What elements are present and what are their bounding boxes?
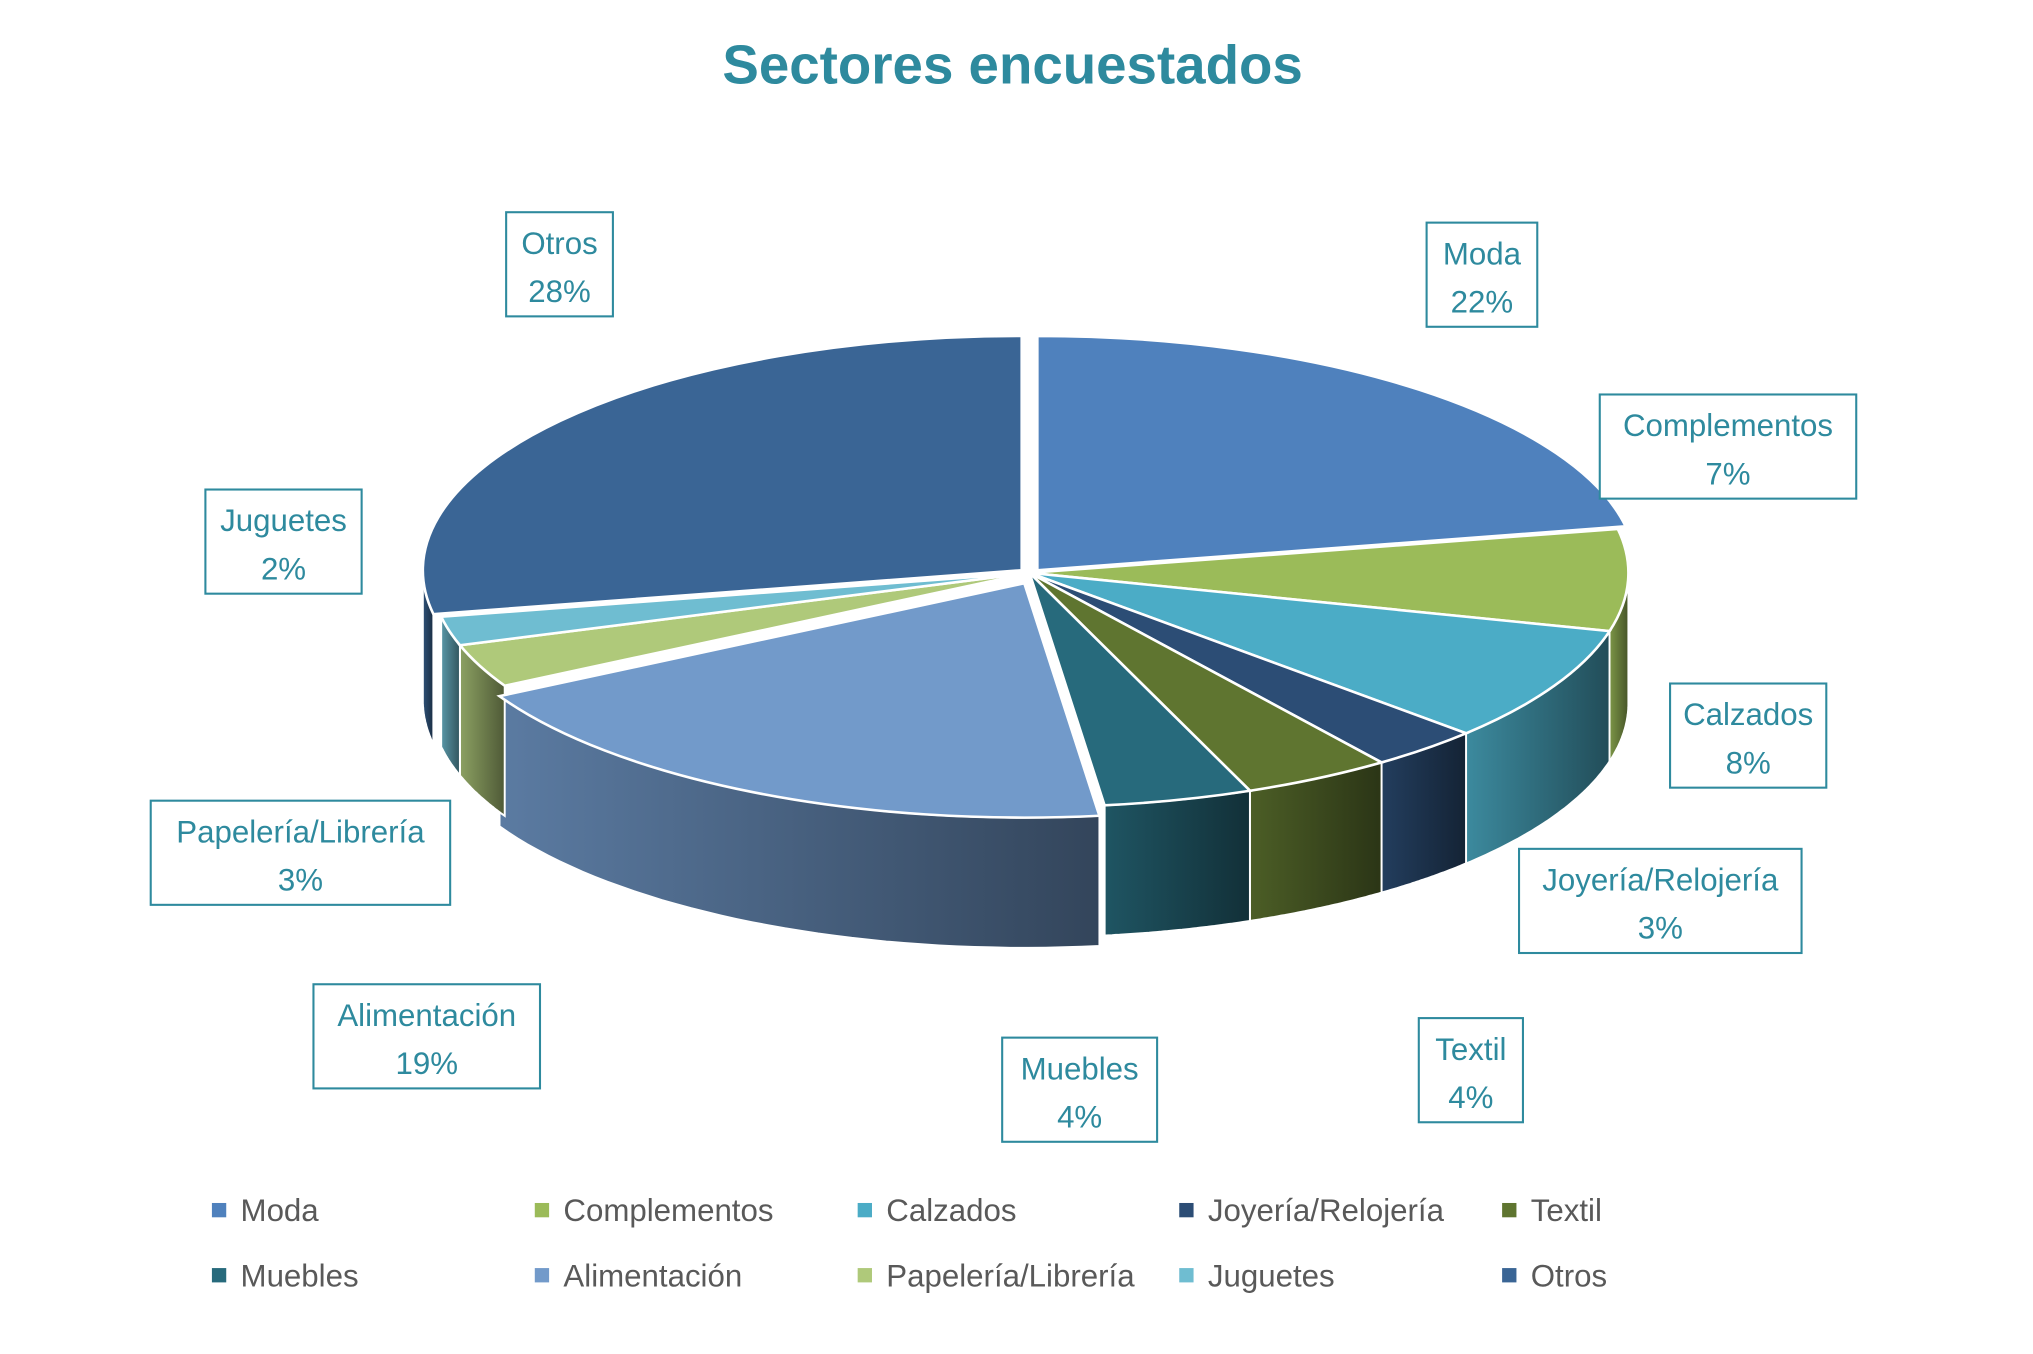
slice-moda[interactable] — [1036, 334, 1628, 572]
legend-item-papeleria-libreria[interactable]: Papelería/Librería — [857, 1258, 1136, 1293]
data-label-value: 3% — [278, 863, 323, 898]
legend-swatch — [1502, 1202, 1517, 1218]
legend-label: Joyería/Relojería — [1208, 1193, 1445, 1228]
slice-juguetes[interactable] — [439, 571, 1030, 647]
legend-label: Calzados — [886, 1193, 1016, 1228]
data-label-value: 4% — [1448, 1080, 1493, 1115]
data-label-value: 8% — [1726, 745, 1771, 780]
slice-alimentacion[interactable] — [496, 581, 1102, 819]
data-labels: Moda 22% Complementos 7% Calzados 8% Joyería/R… — [149, 211, 1858, 1143]
chart-title: Sectores encuestados — [722, 33, 1302, 95]
data-label-alimentacion: Alimentación 19% — [312, 983, 542, 1090]
data-label-category: Papelería/Librería — [176, 814, 425, 849]
data-label-joyeria-relojeria: Joyería/Relojería 3% — [1518, 847, 1803, 955]
legend-swatch — [1502, 1268, 1517, 1283]
data-label-value: 19% — [395, 1046, 458, 1081]
data-label-category: Otros — [521, 226, 597, 261]
data-label-value: 2% — [261, 551, 306, 586]
legend-swatch — [211, 1202, 227, 1218]
legend-item-moda[interactable]: Moda — [211, 1193, 320, 1228]
legend-item-calzados[interactable]: Calzados — [857, 1193, 1017, 1228]
pie-slices — [421, 334, 1630, 819]
data-label-category: Complementos — [1623, 408, 1833, 443]
legend-label: Moda — [241, 1193, 320, 1228]
data-label-category: Calzados — [1683, 697, 1813, 732]
legend-item-alimentacion[interactable]: Alimentación — [534, 1258, 742, 1293]
data-label-category: Moda — [1443, 236, 1522, 271]
data-label-category: Muebles — [1021, 1051, 1139, 1086]
legend-swatch — [534, 1268, 550, 1283]
legend-swatch — [211, 1268, 227, 1283]
data-label-juguetes: Juguetes 2% — [204, 488, 363, 595]
data-label-category: Joyería/Relojería — [1542, 863, 1779, 898]
slice-calzados[interactable] — [1029, 571, 1612, 735]
data-label-complementos: Complementos 7% — [1598, 393, 1858, 500]
data-label-category: Juguetes — [220, 503, 347, 538]
legend-label: Muebles — [241, 1258, 359, 1293]
legend-label: Textil — [1531, 1193, 1602, 1228]
legend-item-muebles[interactable]: Muebles — [211, 1258, 359, 1293]
legend-swatch — [1179, 1202, 1194, 1218]
data-label-textil: Textil 4% — [1417, 1017, 1524, 1124]
data-label-value: 3% — [1638, 911, 1683, 946]
legend-item-otros[interactable]: Otros — [1502, 1258, 1607, 1293]
slice-otros[interactable] — [421, 334, 1024, 616]
legend: Moda Complementos Calzados Joyería/Relojerí… — [211, 1193, 1607, 1293]
slice-muebles[interactable] — [1028, 571, 1253, 807]
data-label-value: 28% — [528, 274, 591, 309]
data-label-value: 7% — [1705, 456, 1750, 491]
legend-swatch — [1179, 1268, 1194, 1283]
legend-label: Alimentación — [563, 1258, 742, 1293]
legend-label: Otros — [1531, 1258, 1607, 1293]
legend-label: Juguetes — [1208, 1258, 1335, 1293]
legend-item-complementos[interactable]: Complementos — [534, 1193, 774, 1228]
data-label-value: 22% — [1451, 284, 1514, 319]
data-label-category: Alimentación — [337, 998, 516, 1033]
legend-label: Papelería/Librería — [886, 1258, 1135, 1293]
data-label-papeleria-libreria: Papelería/Librería 3% — [149, 799, 452, 906]
legend-swatch — [534, 1202, 550, 1218]
data-label-category: Textil — [1435, 1032, 1506, 1067]
legend-swatch — [857, 1202, 872, 1218]
slice-complementos[interactable] — [1029, 527, 1630, 633]
slice-side-muebles — [1103, 789, 1251, 937]
data-label-otros: Otros 28% — [505, 211, 614, 318]
data-label-calzados: Calzados 8% — [1669, 682, 1828, 789]
data-label-moda: Moda 22% — [1425, 221, 1539, 328]
legend-item-juguetes[interactable]: Juguetes — [1179, 1258, 1335, 1293]
legend-label: Complementos — [563, 1193, 773, 1228]
legend-swatch — [857, 1268, 872, 1283]
legend-item-joyeria-relojeria[interactable]: Joyería/Relojería — [1179, 1193, 1445, 1228]
pie-sides — [421, 570, 1630, 949]
data-label-value: 4% — [1057, 1099, 1102, 1134]
data-label-muebles: Muebles 4% — [1001, 1036, 1159, 1143]
legend-item-textil[interactable]: Textil — [1502, 1193, 1602, 1228]
